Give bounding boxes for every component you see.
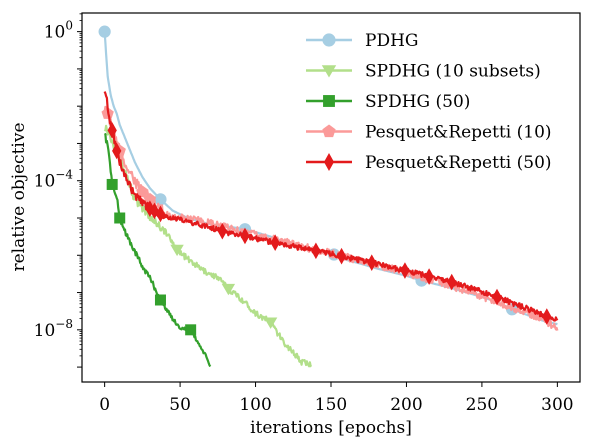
circle-marker	[98, 25, 111, 38]
legend-label: Pesquet&Repetti (10)	[365, 123, 552, 143]
series-line	[103, 91, 559, 322]
diamond-marker	[155, 205, 166, 223]
square-marker	[106, 178, 118, 190]
series-line	[103, 124, 313, 368]
triangle-down-marker	[263, 317, 278, 329]
legend-triangle-down-marker	[321, 65, 337, 78]
diamond-marker	[217, 222, 228, 240]
diamond-marker	[400, 262, 410, 279]
y-tick-label: 10−4	[34, 168, 74, 192]
diamond-marker	[492, 288, 502, 306]
diamond-marker	[447, 273, 457, 291]
diamond-marker	[336, 247, 347, 265]
legend-label: SPDHG (10 subsets)	[365, 62, 541, 82]
legend-label: PDHG	[365, 31, 418, 51]
x-tick-label: 300	[541, 395, 573, 415]
x-tick-label: 200	[390, 395, 422, 415]
diamond-marker	[270, 234, 280, 252]
legend-item: SPDHG (50)	[306, 92, 470, 112]
x-tick-label: 150	[315, 395, 347, 415]
diamond-marker	[367, 254, 377, 271]
circle-marker	[154, 193, 167, 206]
y-tick-label: 100	[44, 19, 73, 43]
square-marker	[114, 212, 126, 224]
diamond-marker	[107, 122, 117, 139]
x-tick-label: 0	[99, 395, 110, 415]
x-tick-label: 100	[239, 395, 271, 415]
y-tick-label: 10−8	[34, 317, 73, 341]
legend-label: SPDHG (50)	[365, 92, 470, 112]
legend-item: PDHG	[306, 31, 418, 51]
x-axis-label: iterations [epochs]	[250, 418, 412, 438]
series-2	[103, 124, 313, 368]
axis-ticks: 0 50 100 150 200 250 300 100 10−4 10−8	[34, 13, 574, 415]
legend-square-marker	[323, 95, 335, 107]
y-axis-label: relative objective	[9, 123, 29, 272]
diamond-marker	[542, 308, 552, 325]
square-marker	[185, 324, 197, 336]
legend-item: SPDHG (10 subsets)	[306, 62, 541, 82]
x-tick-label: 50	[169, 395, 191, 415]
pentagon-marker	[136, 185, 149, 198]
square-marker	[154, 294, 166, 306]
legend: PDHG SPDHG (10 subsets) SPDHG (50) Pesquet&…	[306, 31, 552, 173]
series-3	[103, 133, 212, 368]
legend-diamond-marker	[323, 153, 335, 171]
series-layer	[98, 25, 559, 368]
legend-label: Pesquet&Repetti (50)	[365, 153, 552, 173]
diamond-marker	[424, 268, 434, 285]
legend-item: Pesquet&Repetti (50)	[306, 153, 552, 173]
series-5	[103, 91, 559, 325]
legend-item: Pesquet&Repetti (10)	[306, 123, 552, 143]
triangle-down-marker	[221, 283, 236, 296]
x-tick-label: 250	[466, 395, 498, 415]
triangle-down-marker	[170, 244, 184, 257]
diamond-marker	[311, 242, 321, 260]
diamond-marker	[112, 142, 122, 160]
diamond-marker	[240, 227, 250, 245]
legend-pentagon-marker	[322, 124, 336, 138]
legend-circle-marker	[322, 33, 336, 47]
